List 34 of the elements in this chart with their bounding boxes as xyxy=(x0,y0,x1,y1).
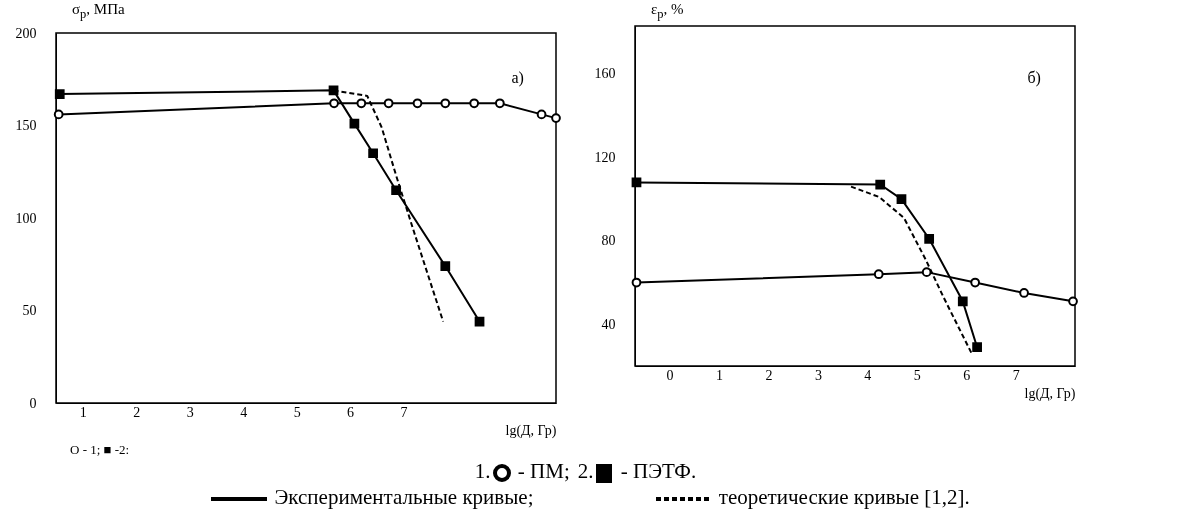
x-tick-label: 1 xyxy=(79,404,87,420)
y-axis-title: ε$_{р}$, % xyxy=(651,0,684,23)
y-tick-label: 160 xyxy=(594,66,616,82)
legend-label: теоретические кривые [1,2]. xyxy=(717,485,970,510)
y-tick-label: 50 xyxy=(22,303,37,318)
text: O - 1; ■ -2: xyxy=(69,442,131,458)
x-tick-label: 2 xyxy=(133,404,141,420)
text: а) xyxy=(511,69,524,87)
x-tick-label: 5 xyxy=(913,367,921,383)
text: б) xyxy=(1027,69,1041,87)
text: 1. - ПМ; xyxy=(474,459,570,483)
x-tick-label: 7 xyxy=(1012,367,1020,383)
y-tick-label: 100 xyxy=(15,210,37,226)
y-tick-label: 150 xyxy=(15,118,37,133)
x-tick-label: 4 xyxy=(240,404,248,420)
y-tick-label: 200 xyxy=(15,25,37,41)
x-tick-label: 6 xyxy=(347,404,355,420)
x-tick-label: 5 xyxy=(293,404,301,420)
x-tick-label: 6 xyxy=(963,367,971,383)
y-tick-label: 120 xyxy=(594,149,616,165)
x-tick-label: 3 xyxy=(186,404,194,420)
x-axis-title: lg(Д, Гр) xyxy=(505,422,557,439)
x-tick-label: 7 xyxy=(400,404,408,420)
x-tick-label: 4 xyxy=(864,367,872,383)
text: Экспериментальные кривые; xyxy=(273,485,534,510)
x-tick-label: 3 xyxy=(814,367,822,383)
x-tick-label: 2 xyxy=(765,367,773,383)
y-axis-title: σ$_{р}$, МПа xyxy=(72,0,125,23)
x-axis-title: lg(Д, Гр) xyxy=(1024,385,1076,402)
text: 2. - ПЭТФ. xyxy=(577,459,697,483)
x-tick-label: 0 xyxy=(666,367,674,383)
y-tick-label: 80 xyxy=(601,233,616,249)
y-tick-label: 40 xyxy=(601,316,616,332)
x-tick-label: 1 xyxy=(716,367,724,383)
